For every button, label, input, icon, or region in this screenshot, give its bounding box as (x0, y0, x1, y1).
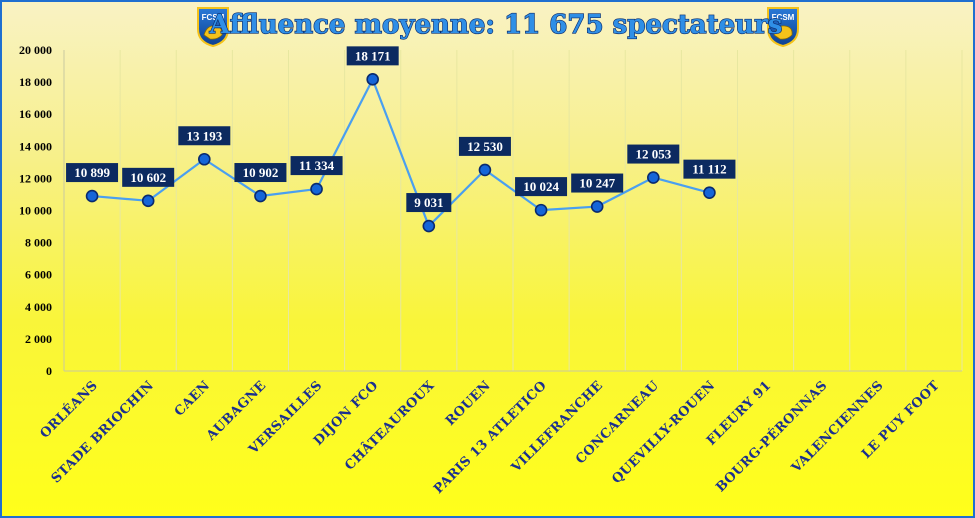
data-label: 10 902 (243, 165, 279, 180)
data-label-box (458, 136, 511, 156)
data-point (647, 171, 660, 184)
data-point (141, 194, 155, 208)
data-point (590, 200, 604, 213)
data-point (703, 186, 716, 199)
data-label-box (683, 159, 736, 179)
y-tick-label: 20 000 (19, 43, 52, 57)
data-label: 12 530 (467, 139, 503, 154)
vertical-gridlines (119, 50, 963, 371)
y-tick-label: 8 000 (25, 236, 52, 250)
data-label: 10 899 (74, 165, 110, 180)
data-label: 13 193 (186, 128, 222, 143)
lion-head (203, 25, 223, 40)
data-point (534, 203, 548, 217)
data-label-box (290, 156, 343, 176)
axes (63, 50, 962, 372)
fcsm-logo-right-icon: FCSM (767, 7, 799, 48)
data-label-box (515, 177, 568, 197)
data-label: 12 053 (635, 147, 671, 162)
chart-title: Affluence moyenne: 11 675 spectateurs (209, 10, 783, 40)
data-point (366, 73, 379, 86)
y-tick-label: 12 000 (19, 171, 52, 185)
data-label: 10 024 (523, 179, 559, 194)
data-point (310, 182, 323, 196)
x-category-label: PARIS 13 ATLETICO (431, 378, 550, 497)
data-label-box (346, 46, 399, 66)
series-line (91, 78, 710, 228)
y-tick-label: 18 000 (19, 75, 52, 89)
x-category-label: VALENCIENNES (788, 378, 886, 476)
data-label-box (66, 163, 119, 183)
data-label: 11 334 (299, 158, 335, 173)
y-tick-label: 10 000 (19, 204, 52, 218)
y-tick-label: 4 000 (25, 300, 52, 314)
data-point (254, 189, 267, 203)
x-category-label: VILLEFRANCHE (508, 378, 606, 476)
y-tick-label: 14 000 (19, 139, 52, 153)
y-axis-tick-labels: 0 2 000 4 000 6 000 8 000 10 000 12 000 14 000 1… (19, 43, 52, 378)
x-category-label: BOURG-PÉRONNAS (713, 378, 831, 496)
y-tick-label: 2 000 (25, 332, 52, 346)
data-label: 10 247 (579, 176, 615, 191)
y-tick-label: 16 000 (19, 107, 52, 121)
data-labels: 10 899 10 602 13 193 10 902 11 334 18 171 9 03… (66, 46, 736, 213)
x-category-label: ROUEN (443, 378, 494, 429)
data-label-box (178, 126, 231, 146)
x-category-label: STADE BRIOCHIN (49, 378, 157, 486)
lion-head (773, 25, 793, 40)
data-label-box (122, 167, 175, 187)
data-label-box (627, 144, 680, 164)
data-label-box (571, 173, 624, 193)
x-category-label: CAEN (172, 378, 213, 419)
data-label-box (234, 163, 287, 183)
crest-text: FCSM (202, 13, 225, 22)
data-point (478, 163, 492, 177)
crest-text: FCSM (772, 13, 795, 22)
attendance-series (85, 73, 716, 233)
data-point (198, 152, 211, 166)
data-label-box (406, 193, 452, 213)
x-category-label: QUEVILLY-ROUEN (609, 378, 718, 487)
x-category-label: CHÂTEAUROUX (342, 377, 439, 474)
y-tick-label: 6 000 (25, 268, 52, 282)
data-point (85, 189, 99, 203)
data-label: 10 602 (130, 170, 166, 185)
data-label: 18 171 (355, 48, 391, 63)
y-tick-label: 0 (46, 364, 52, 378)
data-label: 11 112 (692, 162, 726, 177)
data-label: 9 031 (414, 195, 443, 210)
data-point (422, 219, 436, 233)
fcsm-logo-left-icon: FCSM (197, 7, 229, 48)
